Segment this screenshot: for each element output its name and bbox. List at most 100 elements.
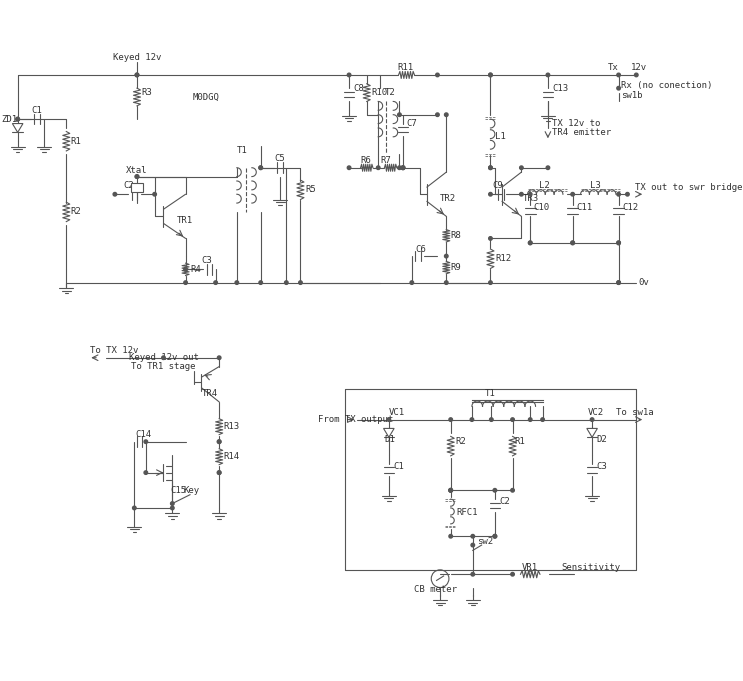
Text: 12v: 12v [631,63,647,72]
Circle shape [510,488,514,492]
Polygon shape [383,428,394,437]
Text: R2: R2 [455,437,466,446]
Text: C13: C13 [552,84,568,93]
Circle shape [617,281,620,285]
Circle shape [617,241,620,244]
Text: TR1: TR1 [177,217,193,225]
Text: TX 12v to: TX 12v to [552,119,600,128]
Text: M0DGQ: M0DGQ [192,93,219,101]
Circle shape [449,535,452,538]
Text: ZD1: ZD1 [1,114,18,124]
Circle shape [493,488,496,492]
Circle shape [444,281,448,285]
Text: C3: C3 [597,462,607,471]
Circle shape [184,281,187,285]
Text: C6: C6 [415,244,426,253]
Text: C15: C15 [171,486,186,495]
Text: R9: R9 [451,263,461,272]
Circle shape [259,166,262,170]
Circle shape [489,166,492,170]
Circle shape [635,73,638,77]
Circle shape [493,535,496,538]
Text: R2: R2 [71,208,82,217]
Text: C7: C7 [406,119,418,128]
Text: To TX 12v: To TX 12v [90,346,138,355]
Circle shape [401,166,405,170]
Text: R5: R5 [305,185,316,194]
Circle shape [449,488,452,492]
Circle shape [113,193,117,196]
Circle shape [410,281,414,285]
Text: To TR1 stage: To TR1 stage [132,362,195,371]
Circle shape [493,535,496,538]
Text: VR1: VR1 [522,563,537,571]
Circle shape [162,356,165,360]
Circle shape [444,254,448,258]
Text: R6: R6 [360,156,372,165]
Circle shape [617,241,620,244]
Text: C1: C1 [393,462,404,471]
Circle shape [218,440,221,443]
Circle shape [285,281,288,285]
Circle shape [218,471,221,475]
Text: C9: C9 [492,181,503,190]
Circle shape [471,543,475,547]
Text: Xtal: Xtal [126,166,148,175]
Circle shape [132,506,136,510]
Text: C10: C10 [533,203,550,212]
Text: L1: L1 [495,132,506,141]
Circle shape [347,73,351,77]
Circle shape [387,418,391,422]
Circle shape [528,418,532,422]
Circle shape [617,86,620,90]
Circle shape [489,166,492,170]
Circle shape [591,418,594,422]
Circle shape [489,237,492,240]
Text: C11: C11 [576,203,592,212]
Circle shape [519,166,523,170]
Circle shape [171,506,174,510]
Text: Key: Key [183,486,199,495]
Circle shape [571,241,574,244]
Circle shape [377,166,380,170]
Text: T1: T1 [237,146,247,155]
Circle shape [528,241,532,244]
Circle shape [16,117,19,121]
Circle shape [214,281,218,285]
Polygon shape [587,428,597,437]
Text: L3: L3 [591,181,601,190]
Text: VC2: VC2 [588,408,604,417]
Text: T1: T1 [485,389,496,398]
Text: C5: C5 [274,155,285,163]
Text: R12: R12 [495,254,511,264]
Text: R1: R1 [71,137,82,146]
Text: C12: C12 [622,203,638,212]
Circle shape [135,73,139,77]
Circle shape [528,193,532,196]
Circle shape [218,356,221,360]
Circle shape [490,418,493,422]
Circle shape [510,573,514,576]
Text: L2: L2 [539,181,550,190]
Text: sw2: sw2 [477,537,493,546]
Text: VC1: VC1 [389,408,405,417]
Text: C3: C3 [201,256,212,265]
Text: TX out to swr bridge: TX out to swr bridge [635,183,742,191]
Text: TR4 emitter: TR4 emitter [552,128,611,137]
Text: TR3: TR3 [523,194,539,203]
Circle shape [401,166,405,170]
Circle shape [449,418,452,422]
Text: C2: C2 [124,181,134,190]
Circle shape [571,193,574,196]
Circle shape [299,281,302,285]
Circle shape [617,281,620,285]
Circle shape [444,113,448,116]
Circle shape [519,193,523,196]
Text: R7: R7 [380,156,391,165]
Circle shape [510,418,514,422]
Circle shape [435,113,439,116]
Circle shape [571,241,574,244]
Text: CB meter: CB meter [414,585,457,594]
Text: Keyed 12v: Keyed 12v [113,52,161,62]
Text: D1: D1 [384,434,395,443]
